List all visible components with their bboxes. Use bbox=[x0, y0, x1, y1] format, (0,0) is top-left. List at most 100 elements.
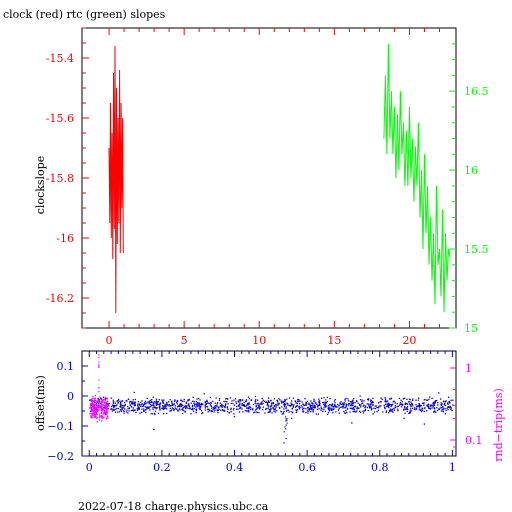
offset-point bbox=[384, 400, 386, 403]
bottom-y-tick-label: −0.1 bbox=[47, 420, 74, 433]
offset-point bbox=[267, 411, 269, 414]
offset-point bbox=[210, 411, 213, 413]
offset-point bbox=[207, 408, 209, 411]
offset-point bbox=[318, 408, 320, 410]
offset-point bbox=[128, 407, 130, 410]
offset-point bbox=[235, 401, 237, 403]
offset-point bbox=[113, 409, 115, 411]
offset-point bbox=[218, 408, 220, 410]
offset-point bbox=[283, 410, 285, 413]
offset-point bbox=[344, 400, 346, 402]
offset-point bbox=[158, 399, 160, 401]
offset-point bbox=[199, 408, 201, 411]
offset-point bbox=[283, 405, 285, 407]
offset-point bbox=[95, 402, 98, 404]
offset-point bbox=[239, 402, 241, 404]
offset-point bbox=[418, 405, 420, 407]
rndtrip-point bbox=[97, 401, 99, 403]
offset-point bbox=[166, 408, 168, 410]
offset-point bbox=[176, 403, 178, 405]
offset-point bbox=[120, 409, 122, 411]
offset-point bbox=[185, 407, 187, 410]
offset-point bbox=[378, 406, 380, 408]
top-axes: 0 5 10 15 20 -15.4 -15.6 -15.8 -16 -16.2 16.5 16 15.… bbox=[46, 27, 489, 347]
offset-point bbox=[312, 408, 314, 411]
offset-point bbox=[198, 397, 200, 400]
offset-point bbox=[188, 398, 190, 400]
offset-point bbox=[180, 399, 182, 401]
offset-point bbox=[314, 402, 316, 404]
offset-point bbox=[338, 408, 340, 410]
offset-point bbox=[157, 412, 160, 414]
offset-point bbox=[312, 410, 314, 412]
offset-point bbox=[235, 405, 238, 408]
offset-point bbox=[180, 404, 183, 406]
offset-point bbox=[400, 399, 402, 401]
rndtrip-point bbox=[102, 417, 104, 419]
offset-point bbox=[357, 402, 359, 404]
offset-point bbox=[231, 400, 233, 402]
offset-point bbox=[174, 407, 176, 409]
offset-point bbox=[393, 409, 395, 411]
top-plot-frame bbox=[81, 27, 457, 329]
offset-point bbox=[176, 400, 178, 403]
offset-point bbox=[155, 408, 157, 410]
rndtrip-point bbox=[96, 410, 99, 413]
offset-point bbox=[379, 401, 381, 403]
offset-point bbox=[191, 406, 194, 408]
offset-point bbox=[273, 405, 275, 407]
offset-point bbox=[155, 404, 158, 406]
offset-point bbox=[138, 404, 141, 406]
offset-point bbox=[153, 401, 155, 403]
offset-point bbox=[384, 399, 387, 401]
offset-point bbox=[182, 409, 184, 411]
offset-point bbox=[396, 406, 398, 408]
offset-point bbox=[325, 406, 327, 408]
offset-point bbox=[127, 412, 129, 414]
offset-point bbox=[380, 397, 382, 399]
offset-point bbox=[266, 404, 268, 406]
offset-point bbox=[209, 402, 211, 404]
offset-point bbox=[307, 406, 309, 409]
offset-point bbox=[227, 408, 229, 410]
offset-point bbox=[362, 405, 364, 407]
offset-point bbox=[317, 413, 319, 415]
offset-point bbox=[330, 404, 332, 406]
offset-point bbox=[383, 404, 385, 406]
offset-point bbox=[289, 405, 292, 407]
rndtrip-point bbox=[96, 421, 98, 423]
offset-point bbox=[320, 409, 322, 411]
offset-point bbox=[385, 403, 387, 405]
offset-point bbox=[156, 401, 158, 403]
offset-point bbox=[227, 403, 229, 405]
offset-point bbox=[392, 408, 394, 410]
offset-point bbox=[204, 407, 206, 409]
offset-point bbox=[296, 402, 298, 405]
offset-point bbox=[409, 412, 411, 414]
offset-point bbox=[252, 408, 254, 410]
offset-point bbox=[131, 402, 134, 404]
offset-point bbox=[364, 406, 366, 409]
offset-point bbox=[113, 405, 115, 407]
offset-point bbox=[313, 400, 315, 402]
offset-point bbox=[420, 405, 422, 407]
offset-point bbox=[343, 404, 345, 406]
offset-point bbox=[349, 411, 351, 413]
y-tick-label: -15.8 bbox=[46, 172, 74, 185]
offset-point bbox=[404, 397, 406, 399]
offset-point bbox=[90, 415, 92, 417]
offset-point bbox=[324, 401, 327, 403]
offset-point bbox=[132, 407, 135, 409]
offset-point bbox=[149, 406, 151, 408]
rndtrip-point bbox=[98, 408, 100, 411]
offset-point bbox=[230, 408, 232, 411]
rndtrip-point bbox=[98, 405, 100, 407]
offset-point bbox=[405, 408, 407, 410]
offset-point bbox=[434, 401, 437, 403]
rndtrip-point bbox=[100, 414, 103, 417]
offset-point bbox=[242, 411, 244, 413]
bottom-axes: 0 0.2 0.4 0.6 0.8 1 0.1 0 −0.1 −0.2 1 0.1 bbox=[47, 351, 483, 474]
rndtrip-point bbox=[94, 416, 97, 418]
rndtrip-point bbox=[93, 409, 96, 411]
offset-point bbox=[387, 406, 390, 408]
